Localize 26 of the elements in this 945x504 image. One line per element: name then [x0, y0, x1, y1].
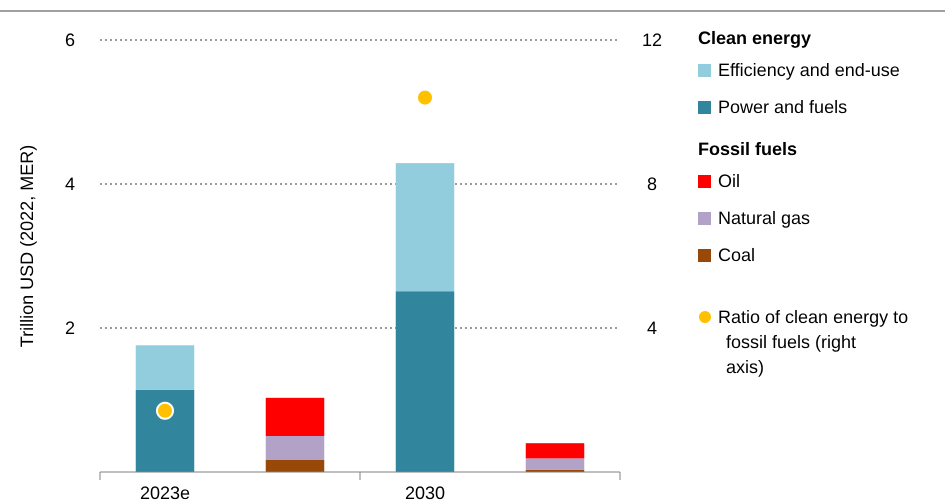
legend-label: Efficiency and end-use — [718, 60, 900, 80]
bar — [266, 460, 324, 472]
bar — [526, 458, 584, 470]
legend-label: Ratio of clean energy to fossil fuels (right axis) — [718, 307, 908, 377]
bar — [396, 163, 454, 292]
y2-tick-label: 4 — [646, 318, 658, 338]
y-tick-label: 4 — [64, 174, 76, 194]
text: Fossil fuels — [698, 139, 798, 159]
bar — [526, 443, 584, 458]
legend-label: Power and fuels — [718, 97, 848, 117]
y2-tick-label: 8 — [646, 174, 658, 194]
legend-label: Oil — [718, 171, 740, 191]
bar — [266, 436, 324, 460]
y-tick-label: 6 — [64, 30, 76, 50]
text: Clean energy — [698, 28, 812, 48]
y-tick-label: 2 — [64, 318, 76, 338]
bar — [136, 390, 194, 472]
legend-label: Natural gas — [718, 208, 810, 228]
bar — [396, 291, 454, 472]
y2-tick-label: 12 — [642, 30, 662, 50]
y-axis-title: Trillion USD (2022, MER) — [17, 144, 37, 348]
legend-label: Coal — [718, 245, 756, 265]
x-tick-label: 2023e — [140, 483, 190, 503]
bar — [266, 398, 324, 436]
bar — [136, 345, 194, 390]
x-tick-label: 2030 — [404, 483, 446, 503]
